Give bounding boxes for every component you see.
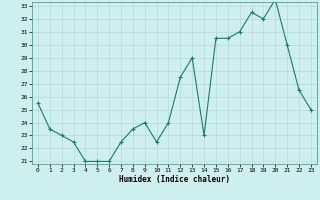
X-axis label: Humidex (Indice chaleur): Humidex (Indice chaleur) xyxy=(119,175,230,184)
